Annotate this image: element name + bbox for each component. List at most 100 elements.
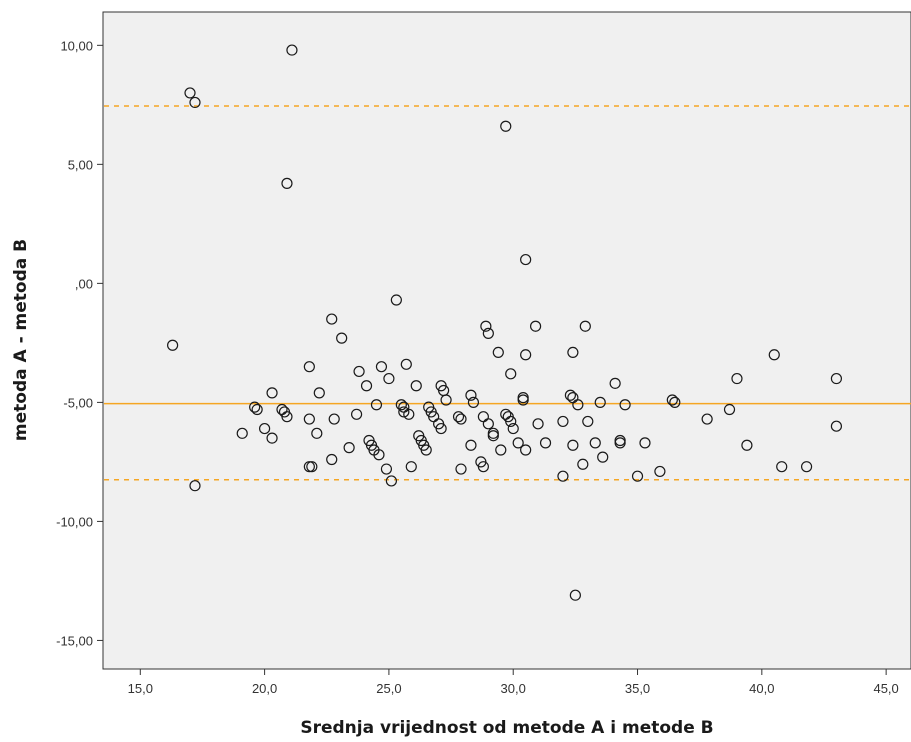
data-point-29: [350, 408, 363, 420]
data-point-65: [467, 396, 480, 408]
data-point-117: [776, 461, 788, 473]
data-point-111: [669, 396, 681, 408]
data-point-40: [385, 475, 397, 487]
data-point-119: [830, 372, 843, 385]
data-point-46: [405, 461, 417, 473]
data-point-36: [373, 449, 385, 461]
data-point-88: [539, 437, 552, 449]
data-point-41: [395, 399, 407, 411]
data-point-44: [400, 358, 412, 370]
data-point-17: [281, 411, 293, 423]
data-point-26: [328, 413, 340, 425]
data-point-118: [800, 461, 813, 473]
plot-area: [102, 11, 911, 670]
data-point-24: [326, 313, 338, 325]
data-point-85: [520, 444, 532, 456]
data-point-2: [286, 44, 298, 56]
data-point-84: [520, 349, 532, 361]
data-point-11: [251, 403, 263, 416]
data-point-107: [631, 470, 644, 482]
data-point-5: [520, 253, 532, 266]
data-point-116: [768, 349, 780, 361]
data-point-70: [482, 327, 494, 339]
data-point-115: [741, 439, 753, 451]
data-point-63: [465, 389, 477, 401]
data-point-27: [336, 332, 348, 344]
data-point-69: [480, 320, 492, 332]
data-point-38: [380, 463, 393, 475]
data-point-79: [505, 415, 517, 428]
data-point-95: [569, 589, 581, 601]
data-point-12: [259, 422, 271, 435]
data-point-51: [420, 444, 432, 456]
data-point-93: [567, 346, 579, 359]
data-point-1: [189, 96, 201, 109]
y-axis: 10,00 5,00 ,00 -5,00 -10,00 -15,00: [56, 38, 103, 648]
data-point-81: [512, 437, 524, 449]
data-point-23: [313, 387, 325, 399]
data-point-37: [375, 361, 388, 373]
data-point-43: [398, 406, 410, 418]
data-point-7: [167, 339, 179, 351]
data-point-114: [731, 372, 743, 385]
data-point-45: [403, 408, 415, 420]
y-tick-label-4: -10,00: [56, 514, 93, 529]
data-point-99: [582, 415, 594, 428]
data-point-64: [465, 439, 477, 451]
data-point-21: [306, 461, 318, 473]
data-point-13: [266, 432, 278, 444]
data-point-78: [505, 368, 517, 380]
data-point-98: [579, 320, 591, 332]
data-point-105: [614, 437, 626, 449]
data-point-110: [666, 394, 678, 406]
data-point-18: [303, 361, 315, 373]
x-axis-title: Srednja vrijednost od metode A i metode …: [300, 718, 713, 738]
x-tick-label-5: 40,0: [749, 681, 774, 696]
data-point-61: [455, 413, 467, 425]
data-point-109: [654, 465, 666, 478]
data-point-74: [492, 346, 504, 359]
data-point-75: [495, 444, 507, 456]
data-point-90: [557, 470, 569, 482]
data-point-97: [577, 458, 589, 470]
data-point-108: [639, 437, 651, 449]
y-tick-label-1: 5,00: [68, 157, 93, 172]
data-point-103: [609, 377, 621, 389]
y-tick-label-0: 10,00: [60, 38, 93, 53]
data-point-60: [452, 411, 465, 423]
y-axis-title: metoda A - metoda B: [11, 239, 31, 441]
reference-lines: [104, 105, 911, 481]
data-point-71: [482, 418, 494, 430]
data-point-59: [440, 394, 452, 406]
data-point-89: [557, 415, 569, 428]
data-point-113: [723, 403, 736, 416]
data-point-0: [184, 87, 196, 99]
data-point-106: [619, 399, 631, 411]
data-point-8: [189, 480, 201, 492]
data-point-3: [281, 177, 293, 189]
data-point-14: [266, 387, 278, 399]
data-point-100: [589, 437, 601, 449]
data-point-31: [360, 380, 373, 392]
data-point-96: [572, 399, 584, 411]
data-point-39: [383, 372, 395, 385]
data-point-35: [370, 399, 383, 411]
data-point-86: [529, 320, 542, 332]
data-point-9: [236, 427, 248, 439]
x-tick-label-2: 25,0: [376, 681, 401, 696]
data-point-25: [326, 453, 338, 466]
data-point-6: [390, 294, 402, 306]
y-tick-label-2: ,00: [75, 276, 93, 291]
data-point-94: [567, 439, 579, 451]
x-axis: 15,0 20,0 25,0 30,0 35,0 40,0 45,0: [128, 669, 899, 696]
data-point-10: [249, 401, 261, 413]
data-point-83: [517, 394, 529, 406]
data-point-47: [410, 380, 422, 392]
data-point-73: [487, 430, 499, 442]
x-tick-label-4: 35,0: [625, 681, 650, 696]
data-point-112: [701, 413, 713, 425]
data-point-102: [597, 451, 609, 463]
x-tick-label-6: 45,0: [873, 681, 898, 696]
